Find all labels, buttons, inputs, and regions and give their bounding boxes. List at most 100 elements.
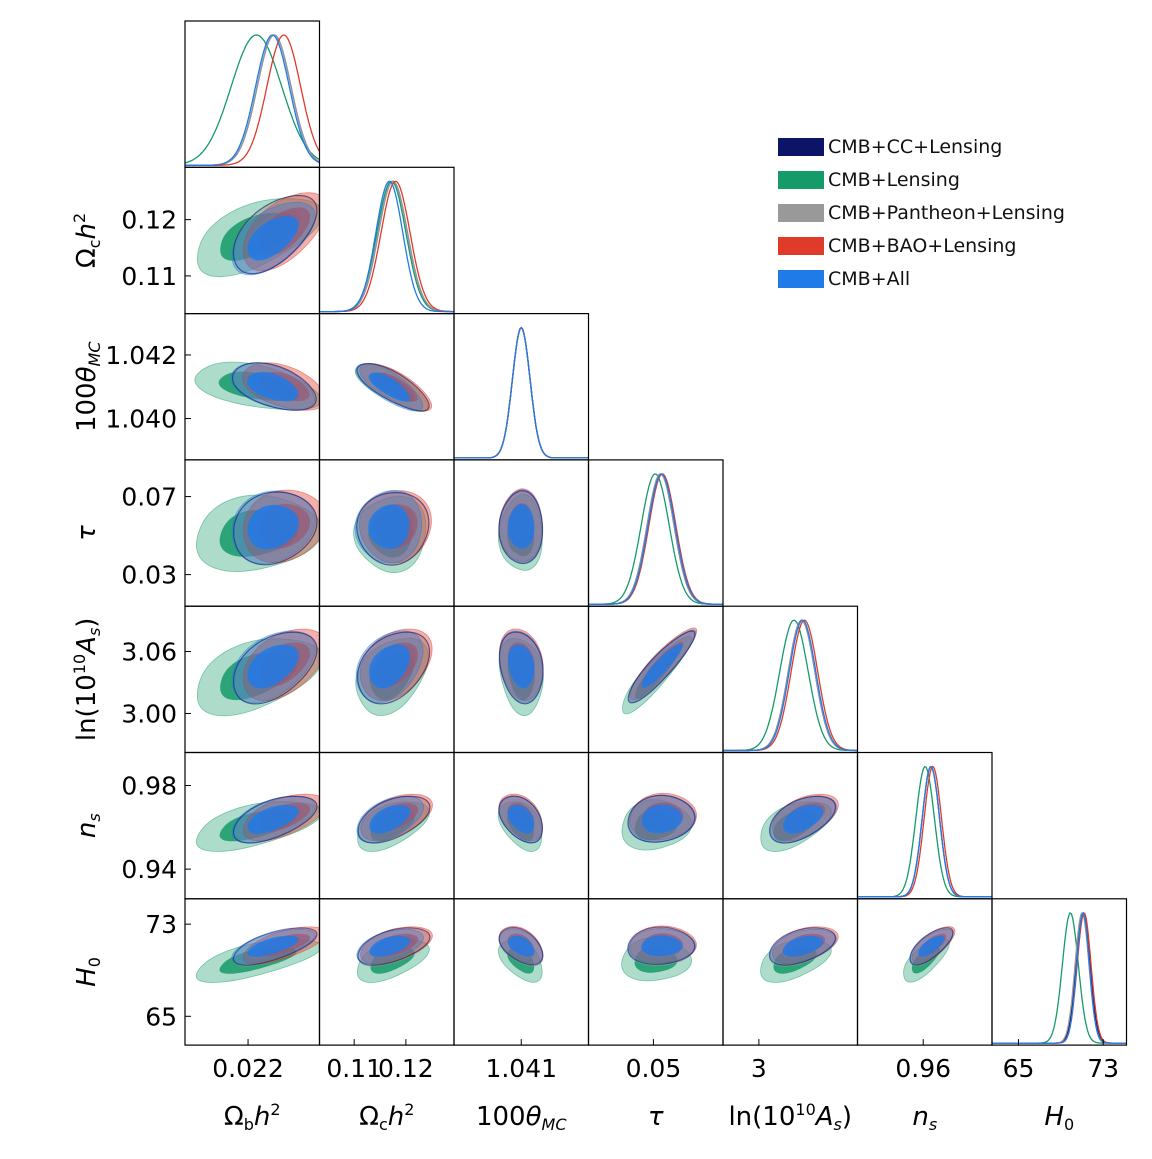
contour-outline xyxy=(768,795,837,844)
contour-68 xyxy=(247,935,299,957)
marginal-curve xyxy=(723,619,858,752)
x-tick-label: 0.11 xyxy=(326,1054,382,1083)
contour-outline xyxy=(909,927,954,966)
legend-item: CMB+Lensing xyxy=(778,163,1065,196)
marginal-curve xyxy=(588,473,723,605)
contour-outline xyxy=(356,363,430,412)
marginal-curve xyxy=(992,911,1127,1044)
contour-68 xyxy=(783,805,824,834)
y-tick-label: 1.040 xyxy=(105,405,177,434)
y-tick-label: 1.042 xyxy=(105,341,177,370)
legend-label: CMB+Lensing xyxy=(828,168,960,191)
x-tick-label: 1.041 xyxy=(485,1054,557,1083)
marginal-curve xyxy=(723,619,858,752)
x-axis-label: ns xyxy=(912,1102,937,1134)
contour-outline xyxy=(627,630,696,704)
contour-outline xyxy=(768,927,837,966)
contour-68 xyxy=(507,644,535,689)
y-tick-label: 0.07 xyxy=(121,483,177,512)
contour-68 xyxy=(507,504,535,549)
panel-frame xyxy=(184,20,321,168)
marginal-curve xyxy=(588,473,723,605)
y-tick-label: 0.98 xyxy=(121,772,177,801)
y-axis-label: τ xyxy=(72,525,102,541)
contour-68 xyxy=(369,935,411,957)
marginal-curve xyxy=(857,765,992,898)
contour-68 xyxy=(368,504,410,550)
contour-outline xyxy=(498,795,543,844)
y-axis-label: ln(1010As) xyxy=(70,618,104,742)
marginal-curve xyxy=(992,911,1127,1044)
marginal-curve xyxy=(454,326,589,459)
marginal-curve xyxy=(857,765,992,898)
legend-item: CMB+Pantheon+Lensing xyxy=(778,196,1065,229)
contour-outline xyxy=(232,927,318,966)
contour-68 xyxy=(507,935,535,957)
y-axis-label: H0 xyxy=(72,957,104,987)
contour-outline xyxy=(356,491,430,566)
contour-68 xyxy=(369,644,410,689)
x-tick-label: 0.05 xyxy=(626,1054,682,1083)
y-tick-label: 73 xyxy=(145,910,177,939)
legend-swatch xyxy=(778,203,824,222)
contour-outline xyxy=(233,491,318,566)
marginal-curve xyxy=(992,911,1127,1044)
x-tick-label: 0.022 xyxy=(212,1054,284,1083)
marginal-curve xyxy=(454,326,589,459)
contour-68 xyxy=(247,216,299,261)
marginal-curve xyxy=(992,912,1127,1044)
contour-68 xyxy=(368,372,410,402)
x-axis-label: 100θMC xyxy=(476,1102,567,1134)
legend-swatch xyxy=(778,137,824,156)
marginal-curve xyxy=(723,619,858,752)
marginal-curve xyxy=(588,473,723,605)
x-tick-label: 0.12 xyxy=(378,1054,434,1083)
marginal-curve xyxy=(319,180,454,313)
marginal-curve xyxy=(454,326,589,459)
marginal-curve xyxy=(185,34,320,164)
contour-68 xyxy=(247,504,299,550)
marginal-curve xyxy=(857,766,992,898)
marginal-curve xyxy=(185,34,320,166)
contour-68 xyxy=(247,805,299,834)
legend: CMB+CC+Lensing CMB+Lensing CMB+Pantheon+… xyxy=(778,130,1065,295)
marginal-curve xyxy=(588,473,723,605)
marginal-curve xyxy=(454,326,589,459)
y-tick-label: 65 xyxy=(145,1002,177,1031)
y-tick-label: 0.94 xyxy=(121,855,177,884)
contour-68 xyxy=(369,805,411,834)
contour-68 xyxy=(507,805,535,834)
contour-outline xyxy=(357,927,431,966)
contour-68 xyxy=(641,935,683,957)
marginal-curve xyxy=(454,326,589,459)
contour-outline xyxy=(498,631,544,705)
contour-outline xyxy=(627,926,696,965)
y-tick-label: 0.12 xyxy=(121,206,177,235)
legend-item: CMB+All xyxy=(778,262,1065,295)
legend-item: CMB+CC+Lensing xyxy=(778,130,1065,163)
x-tick-label: 73 xyxy=(1087,1054,1119,1083)
legend-swatch xyxy=(778,236,824,255)
y-tick-label: 3.00 xyxy=(121,699,177,728)
contour-outline xyxy=(233,631,318,705)
marginal-curve xyxy=(319,180,454,313)
contour-68 xyxy=(641,804,683,834)
x-axis-label: H0 xyxy=(1044,1102,1074,1134)
contour-outline xyxy=(498,927,544,966)
y-tick-label: 0.11 xyxy=(121,262,177,291)
contour-68 xyxy=(641,643,683,688)
y-tick-label: 3.06 xyxy=(121,638,177,667)
contour-68 xyxy=(247,644,299,689)
marginal-curve xyxy=(857,766,992,898)
contour-outline xyxy=(498,490,544,565)
marginal-curve xyxy=(588,473,723,605)
marginal-curve xyxy=(723,619,858,752)
contour-outline xyxy=(232,795,318,844)
contour-outline xyxy=(232,362,317,411)
x-axis-label: Ωbh2 xyxy=(224,1100,281,1134)
contour-outline xyxy=(627,794,696,843)
contour-outline xyxy=(356,631,431,705)
legend-item: CMB+BAO+Lensing xyxy=(778,229,1065,262)
y-axis-label: ns xyxy=(72,813,104,838)
